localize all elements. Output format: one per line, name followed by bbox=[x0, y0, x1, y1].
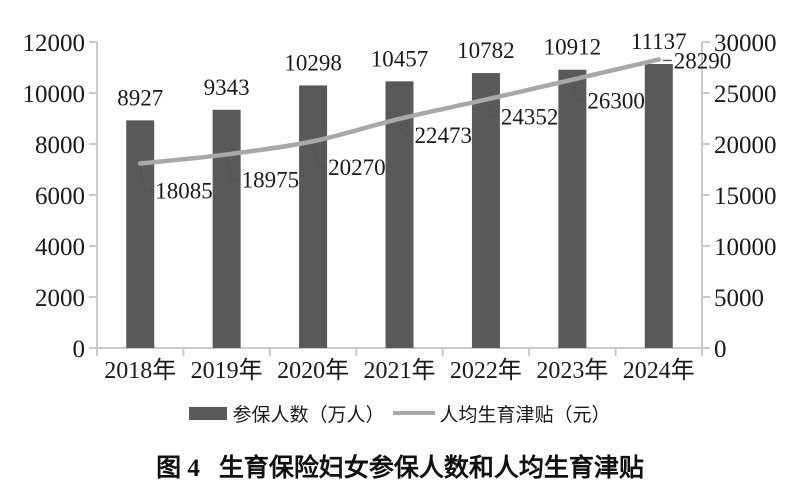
chart-legend: 参保人数（万人） 人均生育津贴（元） bbox=[0, 400, 800, 426]
line-value-label: 18085 bbox=[155, 179, 213, 204]
left-axis-tick-label: 6000 bbox=[35, 183, 85, 210]
left-axis-tick-label: 0 bbox=[73, 336, 86, 363]
left-axis-tick-label: 2000 bbox=[35, 285, 85, 312]
bar-value-label: 11137 bbox=[631, 29, 687, 54]
bar-series-swatch bbox=[189, 406, 228, 420]
figure-caption: 图 4 生育保险妇女参保人数和人均生育津贴 bbox=[0, 448, 800, 484]
line-value-label: 20270 bbox=[328, 155, 386, 180]
bar-2018年 bbox=[126, 120, 155, 348]
bar-2019年 bbox=[212, 109, 241, 348]
left-axis-tick-label: 4000 bbox=[35, 234, 85, 261]
line-label-leader bbox=[485, 102, 498, 118]
bar-2022年 bbox=[471, 73, 500, 349]
x-axis-category-label: 2024年 bbox=[623, 357, 695, 384]
line-label-leader bbox=[571, 82, 585, 102]
line-value-label: 22473 bbox=[415, 123, 473, 148]
left-axis-tick-label: 8000 bbox=[35, 132, 85, 159]
x-axis-category-label: 2021年 bbox=[364, 357, 436, 384]
bar-value-label: 10782 bbox=[457, 38, 515, 63]
right-axis-tick-label: 10000 bbox=[714, 234, 777, 261]
bar-series-legend-label: 参保人数（万人） bbox=[232, 404, 385, 426]
line-label-leader bbox=[312, 144, 326, 168]
x-axis-category-label: 2018年 bbox=[104, 357, 176, 384]
line-label-leader bbox=[225, 157, 239, 181]
x-axis-category-label: 2019年 bbox=[191, 357, 263, 384]
bar-value-label: 10912 bbox=[544, 35, 602, 60]
left-axis-tick-label: 10000 bbox=[23, 81, 86, 108]
right-axis-tick-label: 20000 bbox=[714, 132, 777, 159]
bar-2023年 bbox=[558, 69, 587, 348]
bar-value-label: 8927 bbox=[117, 85, 163, 110]
line-series-legend-label: 人均生育津贴（元） bbox=[439, 404, 611, 426]
right-axis-tick-label: 15000 bbox=[714, 183, 777, 210]
line-label-leader bbox=[398, 121, 412, 136]
left-axis-tick-label: 12000 bbox=[23, 30, 86, 57]
line-series-path bbox=[137, 57, 662, 166]
line-value-label: 28290 bbox=[674, 48, 732, 73]
bar-value-label: 10457 bbox=[371, 46, 429, 71]
right-axis-tick-label: 30000 bbox=[714, 30, 777, 57]
line-value-label: 24352 bbox=[501, 105, 559, 130]
line-value-label: 26300 bbox=[587, 89, 645, 114]
right-axis-tick-label: 0 bbox=[714, 336, 727, 363]
x-axis-category-label: 2022年 bbox=[450, 357, 522, 384]
bar-2020年 bbox=[299, 85, 328, 348]
line-series-swatch bbox=[392, 411, 435, 415]
bar-2024年 bbox=[644, 64, 673, 348]
figure-title: 生育保险妇女参保人数和人均生育津贴 bbox=[218, 455, 644, 482]
right-axis-tick-label: 25000 bbox=[714, 81, 777, 108]
x-axis-category-label: 2020年 bbox=[277, 357, 349, 384]
combo-chart: 0 2000 4000 6000 8000 10000 12000 0 5000 10000 150… bbox=[23, 29, 777, 384]
line-value-label: 18975 bbox=[242, 167, 300, 192]
figure-number: 图 4 bbox=[156, 455, 200, 482]
bar-value-label: 9343 bbox=[204, 75, 250, 100]
bar-2021年 bbox=[385, 81, 414, 348]
bar-value-label: 10298 bbox=[284, 50, 342, 75]
right-axis-tick-label: 5000 bbox=[714, 285, 764, 312]
line-label-leader bbox=[139, 166, 153, 192]
x-axis-category-label: 2023年 bbox=[536, 357, 608, 384]
